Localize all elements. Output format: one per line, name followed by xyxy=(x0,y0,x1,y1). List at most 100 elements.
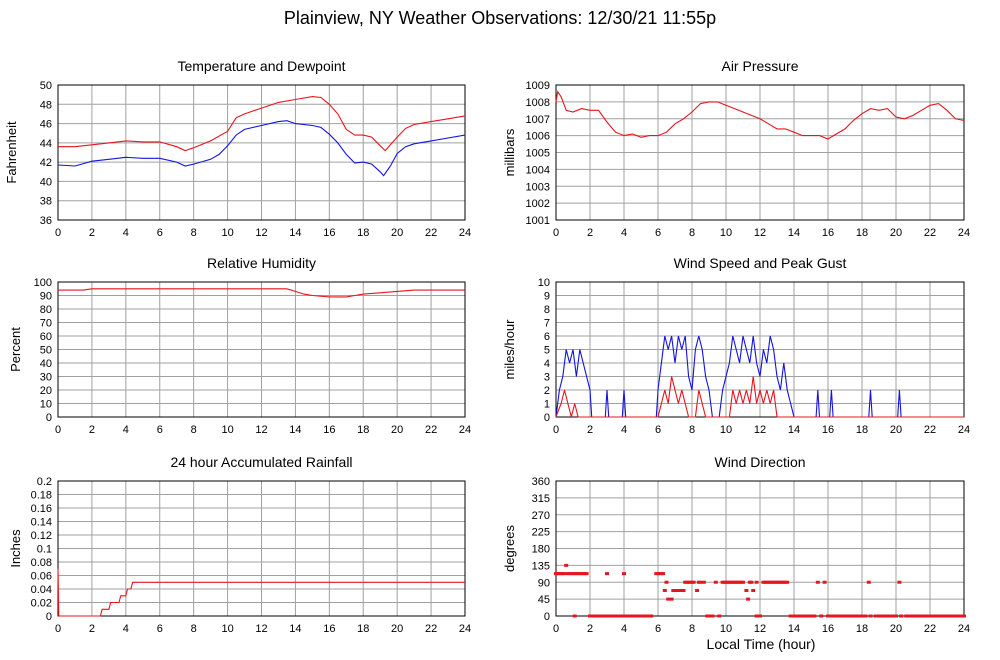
wind-y-tick-label: 10 xyxy=(538,277,550,289)
direction-point xyxy=(843,614,847,618)
humidity-series-line-0 xyxy=(58,288,465,298)
direction-point xyxy=(958,614,963,618)
direction-point xyxy=(605,572,609,576)
direction-point xyxy=(873,614,878,618)
temp-title: Temperature and Dewpoint xyxy=(177,58,345,74)
humidity-x-tick-label: 8 xyxy=(191,424,197,436)
wind-y-axis-label: miles/hour xyxy=(502,319,517,380)
humidity-x-tick-label: 18 xyxy=(357,424,369,436)
direction-point xyxy=(938,614,943,618)
direction-point xyxy=(914,614,919,618)
rain-title: 24 hour Accumulated Rainfall xyxy=(170,454,352,470)
wind-x-tick-label: 10 xyxy=(720,424,732,436)
direction-y-axis-label: degrees xyxy=(502,525,517,572)
rain-y-tick-label: 0.16 xyxy=(31,503,52,515)
direction-x-tick-label: 14 xyxy=(788,623,800,635)
direction-point xyxy=(883,614,888,618)
humidity-y-axis-label: Percent xyxy=(8,327,23,372)
direction-point xyxy=(605,614,609,618)
temp-x-tick-label: 10 xyxy=(221,227,233,239)
rain-x-tick-label: 18 xyxy=(357,623,369,635)
direction-point xyxy=(945,614,949,618)
direction-point xyxy=(931,614,936,618)
rain-x-tick-label: 22 xyxy=(425,623,437,635)
temp-y-tick-label: 44 xyxy=(40,138,52,150)
direction-point xyxy=(741,580,745,584)
rain-x-tick-label: 20 xyxy=(391,623,403,635)
rain-y-tick-label: 0.2 xyxy=(37,476,52,488)
temp-x-tick-label: 2 xyxy=(89,227,95,239)
pressure-y-tick-label: 1009 xyxy=(526,80,550,92)
temp-x-tick-label: 16 xyxy=(323,227,335,239)
wind-y-tick-label: 4 xyxy=(544,358,550,370)
wind-x-tick-label: 8 xyxy=(689,424,695,436)
pressure-x-tick-label: 10 xyxy=(720,227,732,239)
humidity-y-tick-label: 30 xyxy=(40,372,52,384)
humidity-x-tick-label: 12 xyxy=(255,424,267,436)
humidity-y-tick-label: 50 xyxy=(40,345,52,357)
direction-point xyxy=(645,614,650,618)
wind-x-tick-label: 12 xyxy=(754,424,766,436)
direction-y-tick-label: 225 xyxy=(532,527,550,539)
direction-point xyxy=(717,614,722,618)
pressure-x-tick-label: 24 xyxy=(958,227,970,239)
direction-point xyxy=(622,572,626,576)
direction-point xyxy=(917,614,922,618)
humidity-y-tick-label: 60 xyxy=(40,331,52,343)
pressure-y-tick-label: 1007 xyxy=(526,114,550,126)
direction-point xyxy=(749,580,754,584)
wind-y-tick-label: 6 xyxy=(544,331,550,343)
direction-point xyxy=(795,614,800,618)
direction-x-tick-label: 18 xyxy=(856,623,868,635)
direction-point xyxy=(860,614,864,618)
humidity-x-tick-label: 16 xyxy=(323,424,335,436)
direction-y-tick-label: 180 xyxy=(532,544,550,556)
direction-point xyxy=(608,614,613,618)
pressure-y-tick-label: 1006 xyxy=(526,131,550,143)
pressure-x-tick-label: 18 xyxy=(856,227,868,239)
direction-point xyxy=(836,614,841,618)
pressure-y-axis-label: millibars xyxy=(502,128,517,176)
humidity-x-tick-label: 6 xyxy=(157,424,163,436)
direction-point xyxy=(924,614,929,618)
direction-point xyxy=(907,614,912,618)
direction-point xyxy=(664,580,669,584)
pressure-title: Air Pressure xyxy=(721,58,798,74)
wind-x-tick-label: 6 xyxy=(655,424,661,436)
direction-point xyxy=(698,580,703,584)
wind-y-tick-label: 8 xyxy=(544,304,550,316)
pressure-x-tick-label: 2 xyxy=(587,227,593,239)
direction-y-tick-label: 45 xyxy=(538,594,550,606)
temp-x-tick-label: 14 xyxy=(289,227,301,239)
wind-series-line-1 xyxy=(555,376,964,418)
direction-point xyxy=(863,614,868,618)
pressure-y-tick-label: 1005 xyxy=(526,148,550,160)
humidity-x-tick-label: 14 xyxy=(289,424,301,436)
direction-point xyxy=(826,614,830,618)
direction-point xyxy=(639,614,643,618)
wind-x-tick-label: 4 xyxy=(621,424,627,436)
direction-point xyxy=(877,614,881,618)
temp-y-tick-label: 38 xyxy=(40,196,52,208)
direction-x-tick-label: 0 xyxy=(553,623,559,635)
direction-point xyxy=(819,614,824,618)
pressure-x-tick-label: 8 xyxy=(689,227,695,239)
temp-x-tick-label: 20 xyxy=(391,227,403,239)
wind-y-tick-label: 1 xyxy=(544,399,550,411)
direction-point xyxy=(669,597,674,601)
direction-point xyxy=(853,614,858,618)
direction-point xyxy=(713,580,718,584)
direction-point xyxy=(744,589,749,592)
direction-point xyxy=(792,614,796,618)
direction-point xyxy=(962,614,966,618)
pressure-x-tick-label: 16 xyxy=(822,227,834,239)
temp-y-tick-label: 50 xyxy=(40,80,52,92)
rain-x-tick-label: 0 xyxy=(55,623,61,635)
pressure-frame xyxy=(555,84,965,221)
direction-point xyxy=(899,614,904,618)
wind-x-tick-label: 0 xyxy=(553,424,559,436)
temp-x-tick-label: 4 xyxy=(123,227,129,239)
